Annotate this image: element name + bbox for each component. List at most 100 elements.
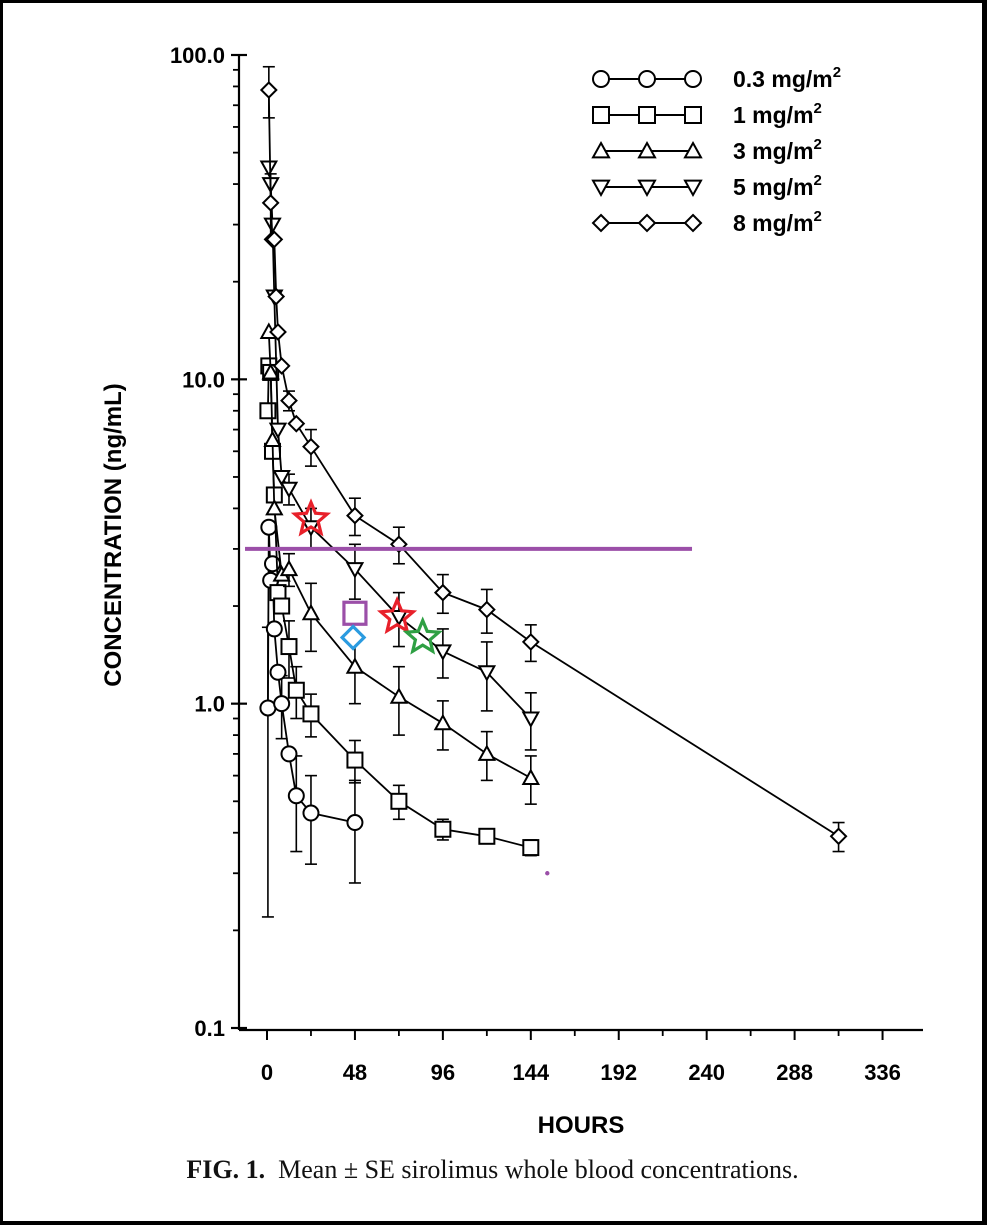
legend-marker xyxy=(684,70,702,88)
legend-entry: 0.3 mg/m2 xyxy=(592,64,841,92)
legend-marker xyxy=(637,140,657,159)
series-line xyxy=(267,89,840,838)
legend-label-superscript: 2 xyxy=(833,64,841,81)
data-point xyxy=(478,827,496,845)
data-point xyxy=(477,665,497,682)
dot-overlay-marker xyxy=(545,871,550,876)
data-point xyxy=(301,603,321,621)
data-point xyxy=(263,430,282,448)
data-point xyxy=(267,287,286,306)
data-point xyxy=(433,583,452,602)
legend-marker xyxy=(684,106,702,124)
legend-entry: 3 mg/m2 xyxy=(591,136,822,164)
star-overlay-marker xyxy=(290,498,332,537)
legend-marker xyxy=(683,179,703,198)
data-point xyxy=(346,751,364,769)
data-point xyxy=(302,705,320,723)
y-tick-label: 1.0 xyxy=(194,692,225,717)
data-point xyxy=(260,518,278,536)
data-point xyxy=(259,402,277,420)
star-overlay-marker xyxy=(402,616,443,655)
legend-marker xyxy=(637,213,657,233)
y-axis-title: CONCENTRATION (ng/mL) xyxy=(100,383,127,687)
star-overlay-marker xyxy=(376,595,418,635)
data-point xyxy=(259,81,278,99)
legend-label: 0.3 mg/m2 xyxy=(733,64,841,92)
data-point xyxy=(477,744,497,761)
caption-text: Mean ± SE sirolimus whole blood concentr… xyxy=(278,1155,799,1184)
x-axis-title: HOURS xyxy=(538,1112,625,1139)
data-point xyxy=(346,814,364,832)
data-point xyxy=(279,559,299,577)
y-tick-label: 10.0 xyxy=(182,367,225,392)
data-point xyxy=(521,633,540,651)
data-point xyxy=(272,469,291,487)
legend-label: 5 mg/m2 xyxy=(733,172,822,200)
axes: 100.0 10.0 1.0 0.1 0 48 96 144 192 240 288 336 xyxy=(170,43,923,1085)
series-triangle-up xyxy=(259,322,541,805)
data-point xyxy=(273,597,291,615)
x-tick-label: 240 xyxy=(688,1060,725,1085)
data-point xyxy=(265,620,283,638)
data-point xyxy=(389,610,409,627)
data-point xyxy=(389,687,409,704)
x-tick-label: 288 xyxy=(776,1060,813,1085)
series-layer xyxy=(259,65,848,918)
x-tick-label: 48 xyxy=(343,1060,367,1085)
legend-marker xyxy=(591,179,611,198)
data-point xyxy=(434,820,452,838)
data-point xyxy=(287,681,305,699)
data-point xyxy=(269,663,287,681)
legend-label-text: 1 mg/m xyxy=(733,102,814,128)
legend-marker xyxy=(591,213,611,233)
data-point xyxy=(265,230,284,249)
legend-marker xyxy=(637,179,657,198)
data-point xyxy=(345,657,365,674)
data-point xyxy=(279,481,299,499)
data-point xyxy=(269,323,287,341)
legend-label-superscript: 2 xyxy=(814,208,822,225)
data-point xyxy=(433,644,453,661)
diamond-overlay-marker xyxy=(339,624,367,651)
legend-label-text: 8 mg/m xyxy=(733,210,814,236)
series-triangle-down xyxy=(259,160,541,751)
legend-label: 1 mg/m2 xyxy=(733,100,822,128)
data-point xyxy=(273,695,291,713)
data-point xyxy=(265,498,284,516)
x-tick-label: 96 xyxy=(431,1060,455,1085)
legend-marker xyxy=(683,213,703,233)
legend-marker xyxy=(638,70,656,88)
data-point xyxy=(280,391,298,410)
data-point xyxy=(268,422,288,440)
concentration-chart: 100.0 10.0 1.0 0.1 0 48 96 144 192 240 288 336 0.3 … xyxy=(100,43,923,1139)
data-point xyxy=(433,713,453,731)
legend-label: 8 mg/m2 xyxy=(733,208,822,236)
figure-caption: FIG. 1. Mean ± SE sirolimus whole blood … xyxy=(3,1155,982,1185)
data-point xyxy=(261,193,280,212)
legend-label-text: 0.3 mg/m xyxy=(733,66,833,92)
legend-label: 3 mg/m2 xyxy=(733,136,822,164)
legend-entry: 5 mg/m2 xyxy=(591,172,822,200)
data-point xyxy=(522,839,540,857)
data-point xyxy=(302,437,320,456)
y-tick-label: 100.0 xyxy=(170,43,225,68)
data-point xyxy=(259,160,279,178)
x-tick-label: 192 xyxy=(600,1060,637,1085)
series-diamond xyxy=(259,65,848,853)
data-point xyxy=(287,787,305,805)
data-point xyxy=(390,792,408,810)
y-tick-label: 0.1 xyxy=(194,1016,225,1041)
data-point xyxy=(261,362,280,380)
x-tick-label: 0 xyxy=(261,1060,273,1085)
caption-label: FIG. 1. xyxy=(186,1155,266,1184)
x-tick-label: 144 xyxy=(512,1060,549,1085)
data-point xyxy=(259,699,277,717)
legend-label-text: 5 mg/m xyxy=(733,174,814,200)
legend: 0.3 mg/m21 mg/m23 mg/m25 mg/m28 mg/m2 xyxy=(591,64,841,236)
legend-label-superscript: 2 xyxy=(814,172,822,189)
legend-marker xyxy=(592,70,610,88)
legend-label-superscript: 2 xyxy=(814,136,822,153)
legend-marker xyxy=(592,106,610,124)
data-point xyxy=(345,562,365,579)
data-point xyxy=(829,827,848,846)
